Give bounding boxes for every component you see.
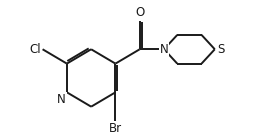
Text: Br: Br: [109, 122, 122, 135]
Text: N: N: [57, 93, 66, 106]
Text: O: O: [135, 6, 144, 19]
Text: S: S: [217, 43, 224, 56]
Text: Cl: Cl: [30, 43, 41, 56]
Text: N: N: [160, 43, 168, 56]
